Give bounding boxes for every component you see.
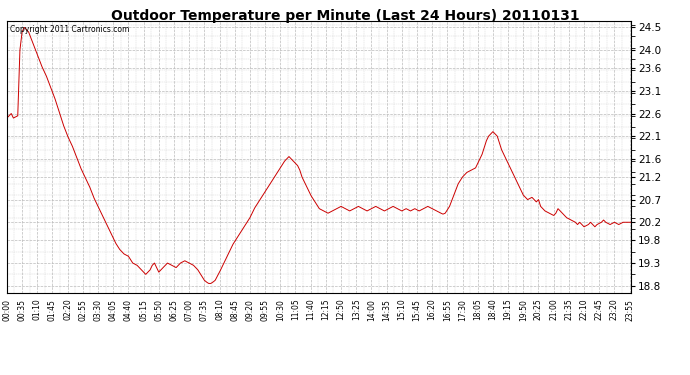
Text: Copyright 2011 Cartronics.com: Copyright 2011 Cartronics.com <box>10 25 130 34</box>
Text: Outdoor Temperature per Minute (Last 24 Hours) 20110131: Outdoor Temperature per Minute (Last 24 … <box>110 9 580 23</box>
